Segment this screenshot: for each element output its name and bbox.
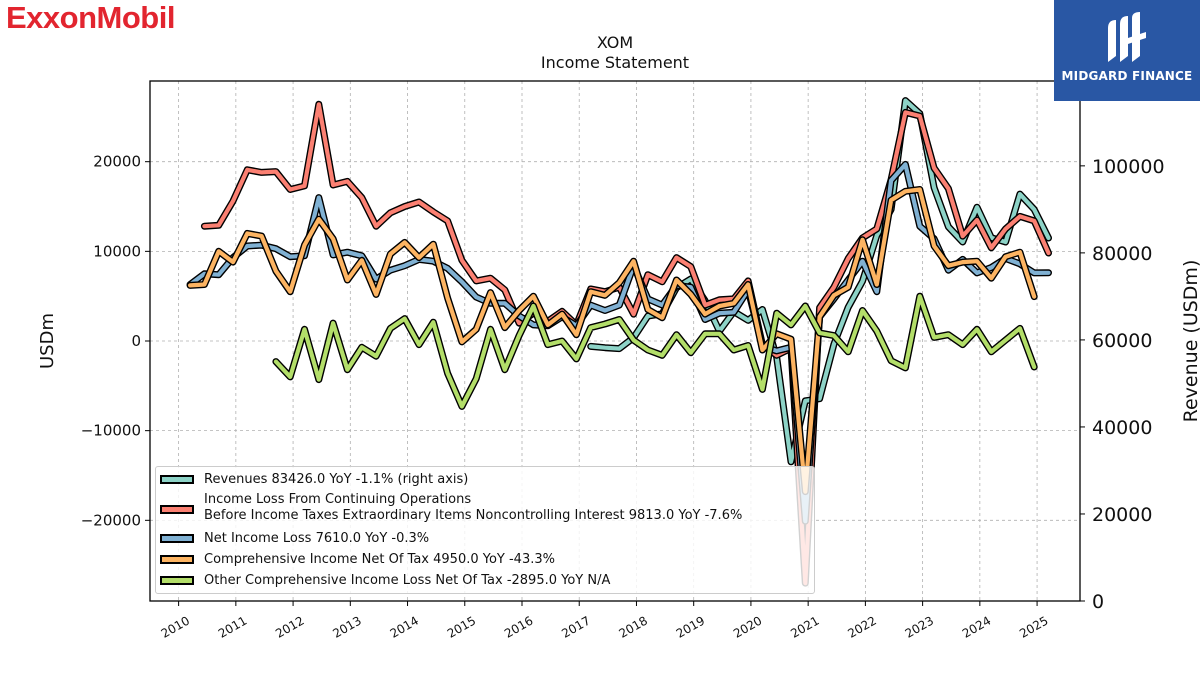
chart-title: XOM [596,33,634,52]
x-tick-label: 2023 [903,613,936,640]
midgard-finance-badge: MIDGARD FINANCE [1054,0,1200,101]
y-tick-label: 10000 [93,242,141,260]
badge-label: MIDGARD FINANCE [1061,69,1193,83]
y-right-tick-label: 60000 [1092,330,1152,352]
y-right-tick-label: 100000 [1092,156,1165,178]
x-tick-label: 2011 [216,613,249,640]
legend-item-comprehensive-income: Comprehensive Income Net Of Tax 4950.0 Y… [156,550,814,570]
y-right-tick-label: 80000 [1092,243,1152,265]
y-tick-label: −20000 [81,511,141,529]
grid-lines [150,81,1080,601]
x-tick-label: 2012 [273,613,306,640]
x-tick-label: 2021 [788,613,821,640]
x-tick-label: 2017 [559,613,592,640]
x-tick-label: 2013 [330,613,363,640]
series-line-5 [273,294,1037,409]
series-line-3 [188,162,1051,524]
x-tick-label: 2020 [731,613,764,640]
chart-subtitle: Income Statement [540,53,690,72]
y-right-tick-label: 20000 [1092,504,1152,526]
x-tick-label: 2022 [845,613,878,640]
midgard-logo-icon [1108,12,1146,62]
y-right-tick-label: 40000 [1092,417,1152,439]
legend-item-pretax-income: Income Loss From Continuing Operations B… [156,491,814,529]
x-tick-label: 2010 [159,613,192,640]
legend-swatch [160,475,194,484]
y-axis-right-label: Revenue (USDm) [1180,260,1200,423]
legend-label: Income Loss From Continuing Operations [204,492,472,507]
legend-swatch [160,555,194,564]
x-tick-label: 2015 [445,613,478,640]
exxonmobil-logo: ExxonMobil [6,0,175,35]
x-tick-label: 2016 [502,613,535,640]
x-tick-label: 2018 [617,613,650,640]
y-tick-label: 20000 [93,153,141,171]
legend-swatch [160,534,194,543]
y-right-tick-label: 0 [1092,591,1104,613]
legend-item-net-income: Net Income Loss 7610.0 YoY -0.3% [156,529,814,549]
legend-label: Before Income Taxes Extraordinary Items … [204,508,743,523]
series-lines [186,97,1052,587]
legend-swatch [160,576,194,585]
x-tick-label: 2025 [1017,613,1050,640]
legend-item-revenues: Revenues 83426.0 YoY -1.1% (right axis) [156,470,814,490]
x-tick-label: 2024 [960,613,993,640]
series-line-4 [188,187,1037,494]
legend-label: Revenues 83426.0 YoY -1.1% (right axis) [204,472,469,487]
legend-label: Other Comprehensive Income Loss Net Of T… [204,573,611,588]
x-tick-label: 2014 [388,613,421,640]
y-tick-label: −10000 [81,422,141,440]
legend-swatch [160,505,194,514]
x-tick-label: 2019 [674,613,707,640]
legend-label: Net Income Loss 7610.0 YoY -0.3% [204,531,430,546]
y-tick-label: 0 [131,332,141,350]
y-axis-label: USDm [37,313,58,369]
legend-label: Comprehensive Income Net Of Tax 4950.0 Y… [204,552,555,567]
legend-item-other-comprehensive: Other Comprehensive Income Loss Net Of T… [156,571,814,591]
series-line-2 [202,102,1051,586]
legend: Revenues 83426.0 YoY -1.1% (right axis) … [155,466,815,594]
